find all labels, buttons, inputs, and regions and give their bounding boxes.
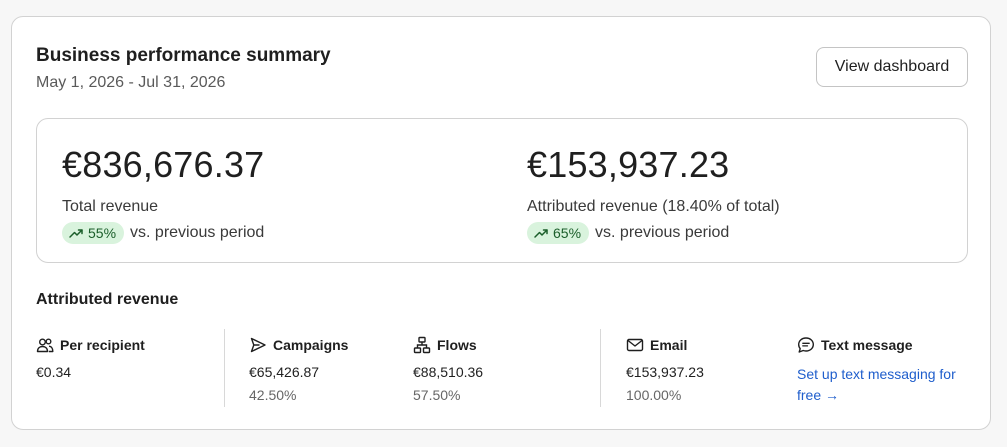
change-percent: 65% [553,225,582,241]
column-value: €88,510.36 [413,364,484,380]
column-divider [600,329,601,407]
change-badge: 55% [62,222,125,244]
total-revenue-change: 55% vs. previous period [62,222,264,244]
column-label: Text message [821,337,913,353]
column-label: Campaigns [273,337,349,353]
total-revenue-amount: €836,676.37 [62,144,265,185]
column-divider [224,329,225,407]
column-value: €65,426.87 [249,364,320,380]
column-label: Per recipient [60,337,145,353]
column-percent: 57.50% [413,387,461,403]
business-performance-card: Business performance summary May 1, 2026… [11,16,991,430]
change-badge: 65% [527,222,590,244]
attributed-revenue-heading: Attributed revenue [36,291,179,308]
trending-up-icon [69,229,83,238]
date-range: May 1, 2026 - Jul 31, 2026 [36,74,226,91]
mail-icon [626,338,644,352]
campaigns-column: Campaigns €65,426.87 42.50% [249,335,348,403]
comparison-text: vs. previous period [595,224,730,241]
column-value: €0.34 [36,364,72,380]
text-message-column: Text message Set up text messaging for f… [797,335,957,406]
flows-column: Flows €88,510.36 57.50% [413,335,483,403]
attributed-revenue-change: 65% vs. previous period [527,222,780,244]
attributed-revenue-metric: €153,937.23 Attributed revenue (18.40% o… [527,145,780,244]
column-value: €153,937.23 [626,364,704,380]
flow-icon [413,336,431,354]
setup-text-messaging-link[interactable]: Set up text messaging for free → [797,366,956,403]
view-dashboard-button[interactable]: View dashboard [816,47,968,87]
per-recipient-column: Per recipient €0.34 [36,335,145,380]
total-revenue-metric: €836,676.37 Total revenue 55% vs. previo… [62,145,264,244]
attributed-revenue-label: Attributed revenue (18.40% of total) [527,198,780,215]
chat-icon [798,337,814,353]
column-label: Email [650,337,688,353]
comparison-text: vs. previous period [130,224,265,241]
revenue-summary-box: €836,676.37 Total revenue 55% vs. previo… [36,118,968,263]
column-percent: 100.00% [626,387,682,403]
email-column: Email €153,937.23 100.00% [626,335,704,403]
card-title: Business performance summary [36,45,331,66]
change-percent: 55% [88,225,117,241]
column-label: Flows [437,337,477,353]
trending-up-icon [534,229,548,238]
send-icon [250,337,266,353]
attributed-revenue-amount: €153,937.23 [527,144,730,185]
total-revenue-label: Total revenue [62,198,159,215]
column-percent: 42.50% [249,387,297,403]
people-icon [36,338,54,353]
